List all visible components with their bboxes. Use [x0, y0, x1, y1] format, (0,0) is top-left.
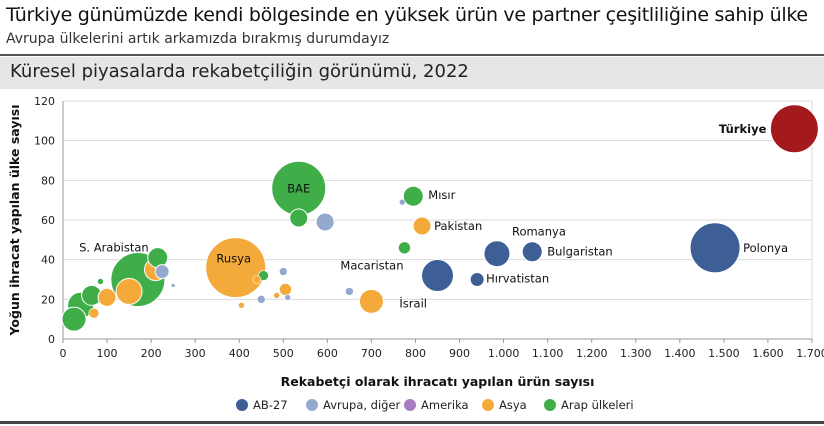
x-tick-label: 400: [229, 347, 250, 360]
data-point: [97, 287, 117, 307]
point-label: İsrail: [399, 295, 427, 310]
point-label: Türkiye: [719, 122, 767, 136]
data-point: [278, 267, 288, 276]
data-points: [61, 104, 819, 332]
page-title: Türkiye günümüzde kendi bölgesinde en yü…: [6, 4, 808, 26]
legend-swatch: [544, 399, 556, 411]
x-tick-labels: 0 100 200 300 400 500 600 700 800 900 1.000 1.100 1.…: [60, 347, 824, 360]
y-tick-label: 60: [41, 214, 55, 227]
x-tick-label: 1.400: [664, 347, 696, 360]
x-tick-label: 100: [97, 347, 118, 360]
data-point: [97, 278, 104, 285]
x-tick-label: 1.500: [708, 347, 740, 360]
x-tick-label: 1.200: [576, 347, 608, 360]
y-tick-label: 20: [41, 293, 55, 306]
data-point: [398, 198, 406, 206]
point-label: S. Arabistan: [79, 241, 149, 255]
y-tick-label: 0: [48, 333, 55, 346]
panel-header: [0, 57, 824, 89]
legend-label: Amerika: [421, 398, 469, 412]
bottom-divider: [0, 421, 824, 424]
point-i-srail: [358, 288, 384, 314]
legend-swatch: [306, 399, 318, 411]
data-point: [170, 283, 176, 288]
legend: AB-27 Avrupa, diğer Amerika Asya Arap ülkele…: [236, 398, 634, 412]
legend-label: AB-27: [253, 398, 288, 412]
y-tick-label: 120: [34, 95, 55, 108]
point-label: Bulgaristan: [547, 245, 612, 259]
x-tick-label: 200: [141, 347, 162, 360]
point-label: Macaristan: [340, 259, 403, 273]
x-tick-label: 900: [449, 347, 470, 360]
data-point: [315, 212, 335, 232]
data-point: [115, 277, 143, 305]
point-rusya: [205, 237, 267, 299]
point-label: Pakistan: [434, 219, 482, 233]
x-tick-label: 1.100: [532, 347, 564, 360]
page-subtitle: Avrupa ülkelerini artık arkamızda bırakm…: [6, 31, 390, 47]
legend-swatch: [236, 399, 248, 411]
x-tick-label: 1.000: [488, 347, 520, 360]
x-tick-label: 700: [361, 347, 382, 360]
data-point: [238, 301, 245, 309]
legend-label: Asya: [499, 398, 527, 412]
point-label: Polonya: [743, 241, 788, 255]
y-tick-labels: 0 20 40 60 80 100 120: [34, 95, 55, 346]
x-tick-label: 300: [185, 347, 206, 360]
point-h-rvatistan: [469, 272, 485, 287]
data-point: [345, 287, 354, 296]
legend-swatch: [482, 399, 494, 411]
y-tick-label: 100: [34, 135, 55, 148]
data-point: [398, 241, 411, 255]
y-axis-label: Yoğun ihracat yapılan ülke sayısı: [7, 105, 22, 337]
point-label: BAE: [287, 181, 310, 195]
point-bulgaristan: [521, 241, 543, 263]
data-point: [252, 275, 262, 284]
x-tick-label: 1.300: [620, 347, 652, 360]
point-label: Hırvatistan: [486, 272, 549, 286]
legend-label: Arap ülkeleri: [561, 398, 634, 412]
point-labels: Türkiye Polonya Romanya Bulgaristan Macarist…: [79, 122, 788, 311]
data-point: [154, 264, 170, 280]
data-point: [289, 208, 309, 228]
point-romanya: [483, 240, 511, 268]
panel-divider: [0, 54, 824, 56]
point-t-rkiye: [769, 104, 819, 154]
legend-swatch: [404, 399, 416, 411]
x-axis-label: Rekabetçi olarak ihracatı yapılan ürün s…: [281, 374, 595, 389]
legend-label: Avrupa, diğer: [323, 398, 401, 412]
data-point: [61, 306, 87, 332]
data-point: [279, 283, 292, 296]
x-tick-label: 800: [405, 347, 426, 360]
data-point: [273, 292, 280, 299]
data-point: [256, 295, 266, 304]
data-point: [284, 294, 292, 301]
grid-lines: [62, 100, 813, 343]
x-tick-label: 1.700: [796, 347, 824, 360]
data-point: [88, 307, 100, 319]
x-tick-label: 0: [60, 347, 67, 360]
point-macaristan: [421, 259, 454, 293]
point-label: Rusya: [216, 252, 251, 266]
point-pakistan: [412, 216, 432, 236]
point-label: Mısır: [428, 188, 455, 202]
point-m-s-r: [402, 185, 424, 207]
panel-title: Küresel piyasalarda rekabetçiliğin görün…: [10, 61, 469, 82]
y-tick-label: 80: [41, 174, 55, 187]
x-tick-label: 600: [317, 347, 338, 360]
point-label: Romanya: [512, 225, 566, 239]
point-polonya: [689, 222, 741, 274]
x-tick-label: 500: [273, 347, 294, 360]
x-tick-label: 1.600: [752, 347, 784, 360]
y-tick-label: 40: [41, 254, 55, 267]
